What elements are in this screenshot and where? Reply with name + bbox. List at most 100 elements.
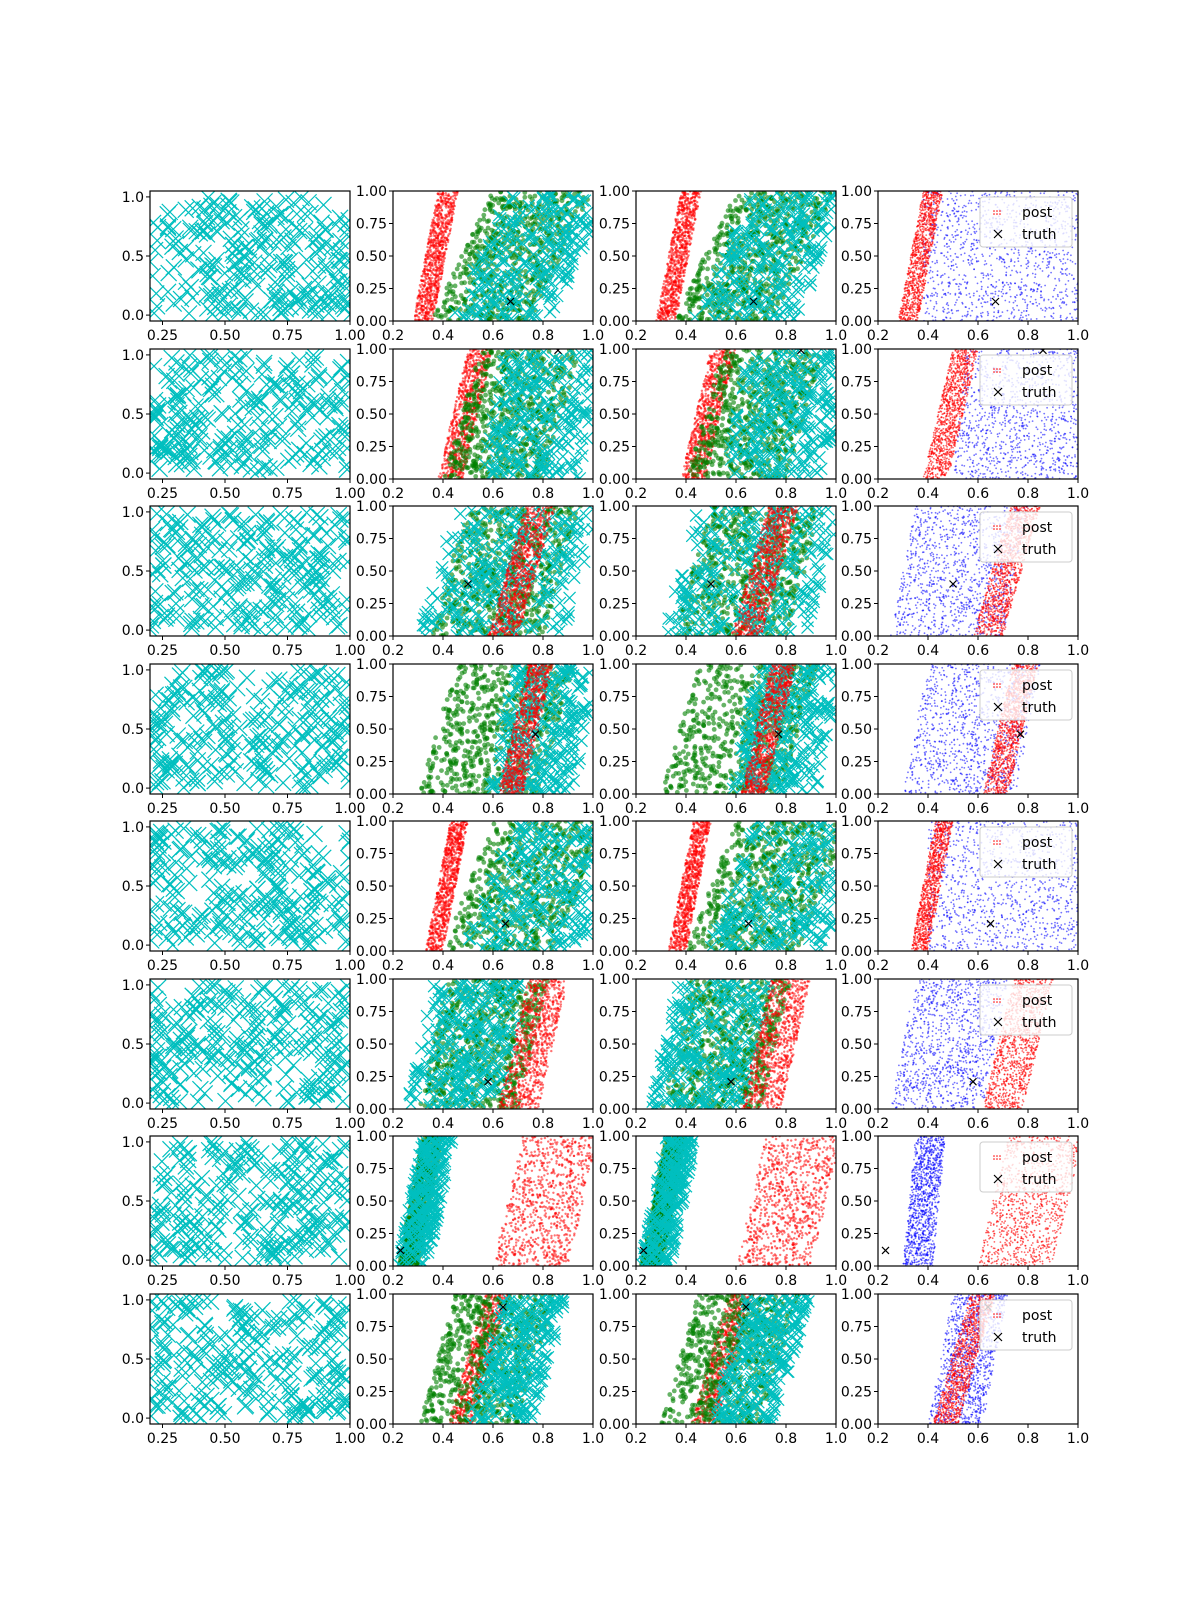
- red-point: [674, 305, 678, 308]
- blue-point: [1054, 277, 1056, 280]
- cyan-x-marker: [150, 232, 166, 249]
- red-point: [696, 205, 699, 208]
- cyan-x-marker: [335, 289, 350, 307]
- green-point: [528, 216, 533, 222]
- blue-point: [943, 262, 946, 264]
- green-point: [451, 271, 456, 277]
- green-point: [471, 239, 477, 245]
- blue-point: [968, 227, 971, 230]
- blue-point: [998, 279, 1001, 281]
- blue-point: [1057, 295, 1059, 298]
- green-point: [442, 300, 448, 306]
- green-point: [691, 292, 696, 297]
- red-point: [437, 244, 441, 247]
- blue-point: [1047, 266, 1050, 269]
- blue-point: [955, 199, 958, 201]
- cyan-x-marker: [225, 256, 243, 274]
- red-point: [683, 274, 686, 277]
- blue-point: [1071, 261, 1074, 263]
- red-point: [683, 234, 687, 237]
- blue-point: [948, 281, 951, 284]
- green-point: [477, 238, 483, 244]
- blue-point: [952, 264, 955, 267]
- blue-point: [1023, 284, 1025, 287]
- blue-point: [1014, 282, 1017, 285]
- blue-point: [1005, 271, 1008, 274]
- green-point: [481, 216, 487, 222]
- blue-point: [958, 282, 961, 285]
- green-point: [485, 225, 491, 231]
- blue-point: [975, 306, 978, 309]
- blue-point: [1048, 260, 1051, 263]
- blue-point: [956, 192, 958, 195]
- blue-point: [980, 272, 983, 275]
- blue-point: [1075, 297, 1077, 300]
- red-point: [441, 230, 445, 233]
- green-point: [477, 217, 483, 223]
- cyan-x-marker: [547, 300, 561, 314]
- blue-point: [965, 315, 968, 318]
- cyan-x-marker: [277, 191, 295, 209]
- green-point: [446, 281, 452, 287]
- red-point: [440, 217, 444, 220]
- blue-point: [941, 210, 944, 213]
- blue-point: [991, 275, 994, 278]
- red-point: [688, 240, 691, 243]
- blue-point: [1035, 282, 1038, 285]
- blue-point: [1006, 191, 1009, 194]
- red-point: [670, 281, 673, 284]
- blue-point: [1043, 192, 1045, 195]
- blue-point: [990, 303, 992, 306]
- blue-point: [945, 316, 947, 319]
- red-point: [446, 240, 450, 244]
- red-point: [449, 223, 452, 227]
- blue-point: [1003, 265, 1006, 268]
- blue-point: [1038, 283, 1041, 286]
- blue-point: [1036, 290, 1038, 293]
- blue-point: [935, 246, 937, 249]
- red-point: [685, 237, 688, 240]
- red-point: [431, 226, 434, 229]
- green-point: [522, 191, 528, 195]
- blue-point: [971, 258, 974, 261]
- green-point: [706, 255, 711, 261]
- red-point: [692, 195, 695, 199]
- blue-point: [1059, 258, 1061, 261]
- red-point: [435, 286, 438, 289]
- cyan-x-marker: [250, 303, 268, 321]
- blue-point: [1065, 191, 1068, 194]
- blue-point: [957, 217, 960, 220]
- blue-point: [943, 238, 946, 240]
- blue-point: [1075, 317, 1078, 320]
- blue-point: [993, 296, 995, 298]
- red-point: [684, 250, 687, 253]
- blue-point: [1035, 255, 1037, 258]
- blue-point: [1020, 291, 1023, 294]
- red-point: [426, 272, 429, 276]
- red-point: [439, 232, 442, 236]
- red-point: [682, 212, 686, 216]
- red-point: [437, 283, 440, 286]
- cyan-x-marker: [277, 220, 295, 238]
- red-point: [423, 285, 426, 288]
- green-point: [572, 191, 577, 197]
- blue-point: [987, 312, 990, 315]
- red-point: [675, 248, 678, 251]
- blue-point: [1038, 303, 1041, 305]
- blue-point: [936, 274, 939, 276]
- red-point: [424, 265, 427, 268]
- blue-point: [1018, 318, 1021, 321]
- red-point: [427, 283, 431, 286]
- blue-point: [959, 214, 962, 217]
- red-point: [674, 224, 677, 227]
- red-point: [435, 250, 439, 253]
- cyan-x-marker: [302, 204, 319, 222]
- green-point: [470, 232, 475, 238]
- blue-point: [970, 301, 973, 304]
- red-point: [663, 299, 666, 303]
- red-point: [439, 267, 442, 270]
- blue-point: [1074, 309, 1077, 311]
- green-point: [446, 289, 452, 295]
- blue-point: [946, 234, 948, 237]
- red-point: [681, 258, 684, 261]
